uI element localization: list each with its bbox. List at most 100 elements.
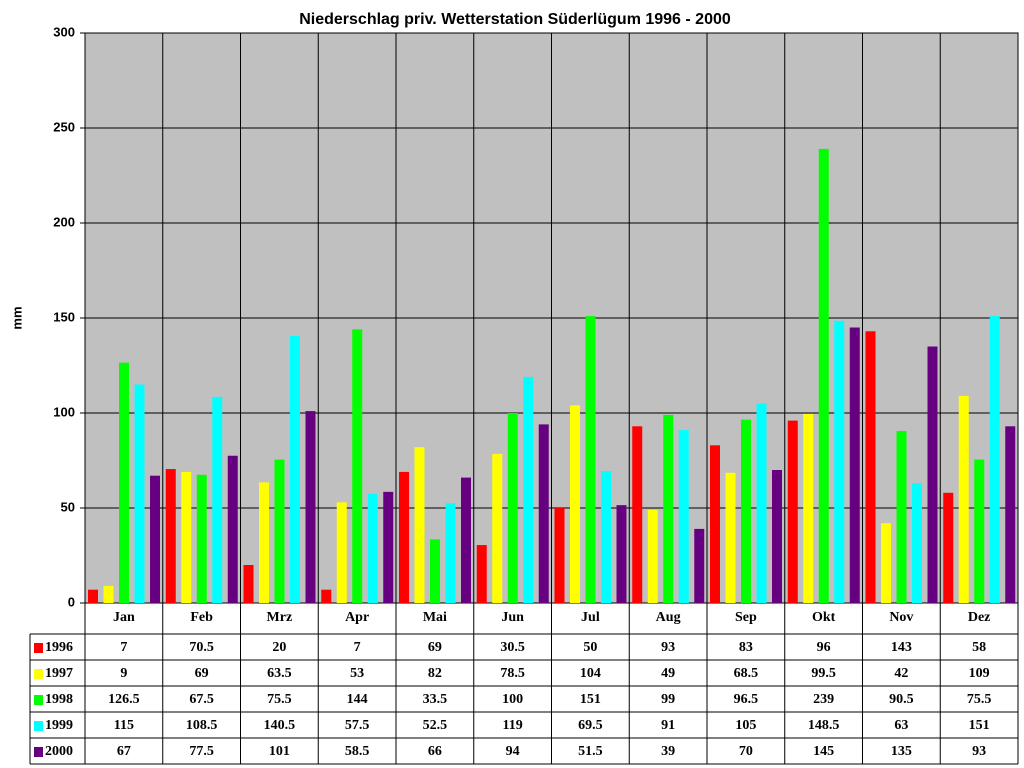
bar [803,413,814,603]
bar [1005,426,1016,603]
table-value: 93 [661,640,675,655]
table-value: 69.5 [578,718,603,733]
table-value: 99.5 [811,666,836,681]
table-value: 109 [969,666,990,681]
table-value: 99 [661,692,675,707]
bar [741,419,751,603]
bar [585,316,596,603]
legend-swatch [34,695,43,705]
table-value: 144 [347,692,368,707]
bar [601,470,611,603]
table-value: 135 [891,744,912,759]
table-value: 143 [891,640,912,655]
y-tick-label: 150 [53,309,75,324]
legend-label: 1999 [45,718,73,733]
legend-label: 1996 [45,640,73,655]
bar [383,491,394,603]
bar [321,589,332,603]
table-value: 63 [894,718,908,733]
bar [849,327,860,603]
table-value: 68.5 [734,666,759,681]
table-value: 78.5 [500,666,525,681]
legend-label: 1997 [45,666,73,681]
x-tick-label: Jun [501,610,524,625]
y-tick-label: 250 [53,119,75,134]
table-value: 69 [428,640,442,655]
x-tick-label: Apr [345,610,369,625]
table-value: 108.5 [186,718,218,733]
bar [88,589,98,603]
table-value: 53 [350,666,364,681]
table-value: 57.5 [345,718,370,733]
bar [414,447,425,603]
x-tick-label: Okt [812,610,836,625]
legend-label: 1998 [45,692,73,707]
bar [430,539,440,603]
table-value: 70 [739,744,753,759]
table-value: 94 [506,744,520,759]
bar [881,523,891,603]
table-value: 90.5 [889,692,914,707]
table-value: 39 [661,744,675,759]
bar [196,474,207,603]
table-value: 93 [972,744,986,759]
x-tick-label: Jul [581,610,600,625]
bar [943,492,954,603]
bar [507,413,518,603]
table-value: 100 [502,692,523,707]
x-tick-label: Nov [889,610,913,625]
bar [119,362,129,603]
bar [492,453,503,603]
legend-label: 2000 [45,744,73,759]
legend-swatch [34,721,43,731]
bar [243,565,254,603]
bar [165,469,176,603]
y-tick-label: 200 [53,214,75,229]
bar [538,424,549,603]
table-value: 75.5 [967,692,992,707]
x-tick-label: Dez [968,610,991,625]
table-value: 51.5 [578,744,603,759]
table-value: 7 [354,640,361,655]
table-value: 126.5 [108,692,140,707]
x-tick-label: Feb [190,610,213,625]
bar [336,502,347,603]
bar [663,414,674,603]
bar [616,505,627,603]
bar [632,426,643,603]
bar [461,477,471,603]
bar [896,431,907,603]
table-value: 239 [813,692,834,707]
bar [710,445,720,603]
table-value: 119 [503,718,523,733]
table-value: 52.5 [423,718,448,733]
table-value: 70.5 [189,640,214,655]
bar [865,331,876,603]
table-value: 101 [269,744,290,759]
table-value: 148.5 [808,718,840,733]
table-value: 75.5 [267,692,292,707]
y-axis-label: mm [9,306,24,329]
table-value: 83 [739,640,753,655]
table-value: 42 [894,666,908,681]
bar [352,329,363,603]
bar [259,482,269,603]
chart-title: Niederschlag priv. Wetterstation Süderlü… [299,11,731,28]
bar [367,493,378,603]
table-value: 91 [661,718,675,733]
bar [772,470,782,603]
bar [989,316,1000,603]
bar [274,459,285,603]
table-value: 50 [583,640,597,655]
table-value: 104 [580,666,601,681]
table-value: 105 [735,718,756,733]
table-value: 151 [580,692,601,707]
x-tick-label: Jan [113,610,135,625]
bar [134,384,145,603]
legend-swatch [34,747,43,757]
y-tick-label: 300 [53,24,75,39]
y-tick-label: 0 [68,594,75,609]
table-value: 66 [428,744,442,759]
table-value: 30.5 [500,640,525,655]
